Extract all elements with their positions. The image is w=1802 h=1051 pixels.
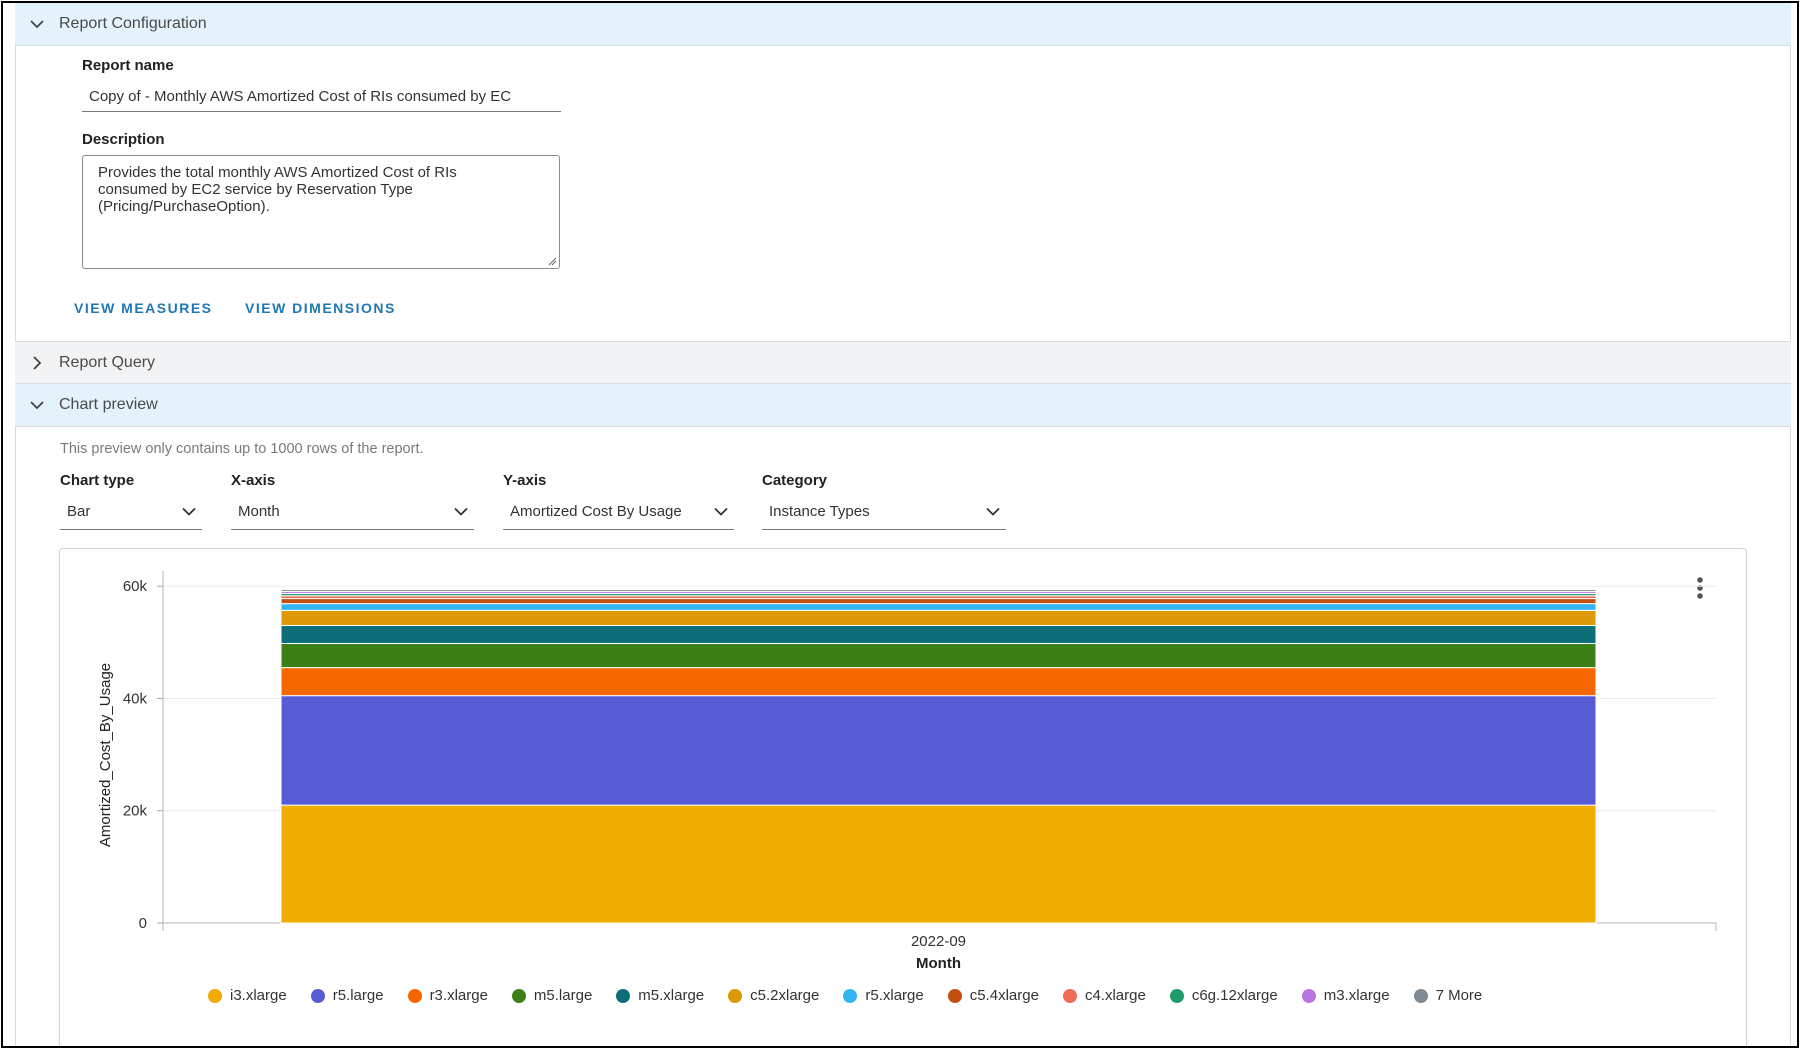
legend-label: m3.xlarge [1323, 987, 1390, 1004]
chevron-down-icon [182, 507, 196, 516]
y-axis-label: Y-axis [503, 472, 547, 489]
chevron-down-icon [15, 400, 59, 410]
legend-label: c4.xlarge [1084, 987, 1146, 1004]
legend-swatch [843, 988, 858, 1003]
preview-note: This preview only contains up to 1000 ro… [60, 441, 424, 457]
legend-swatch [1301, 988, 1316, 1003]
section-title: Report Query [59, 353, 156, 371]
chevron-down-icon [454, 507, 468, 516]
description-line: Provides the total monthly AWS Amortized… [98, 164, 457, 181]
legend-item[interactable]: i3.xlarge [208, 987, 287, 1004]
chevron-right-icon [15, 355, 59, 370]
legend-label: c5.2xlarge [750, 987, 820, 1004]
legend-item[interactable]: c6g.12xlarge [1169, 987, 1278, 1004]
legend-item[interactable]: c4.xlarge [1062, 987, 1146, 1004]
chart-preview-panel [15, 427, 1791, 1046]
legend-label: c5.4xlarge [969, 987, 1039, 1004]
legend-item[interactable]: r3.xlarge [407, 987, 488, 1004]
section-title: Chart preview [59, 396, 158, 413]
legend-swatch [1062, 988, 1077, 1003]
x-axis-value: Month [238, 503, 280, 520]
view-dimensions-button[interactable]: VIEW DIMENSIONS [245, 300, 396, 316]
description-line: (Pricing/PurchaseOption). [98, 198, 270, 215]
chart-card [59, 548, 1747, 1046]
chevron-down-icon [986, 507, 1000, 516]
legend-swatch [407, 988, 422, 1003]
legend-swatch [310, 988, 325, 1003]
legend-label: c6g.12xlarge [1191, 987, 1278, 1004]
section-report-query-header[interactable]: Report Query [15, 341, 1791, 384]
legend-label: r5.large [332, 987, 384, 1004]
section-chart-preview-header[interactable]: Chart preview [15, 384, 1791, 427]
legend-swatch [616, 988, 631, 1003]
legend-label: m5.xlarge [638, 987, 705, 1004]
category-select[interactable]: Instance Types [762, 494, 1006, 530]
y-axis-value: Amortized Cost By Usage [510, 503, 682, 520]
chevron-down-icon [15, 19, 59, 29]
x-axis-label: X-axis [231, 472, 276, 489]
chart-legend: i3.xlarge r5.large r3.xlarge m5.large m5.xla… [208, 987, 1506, 1004]
chart-type-select[interactable]: Bar [60, 494, 202, 530]
legend-swatch [1169, 988, 1184, 1003]
section-report-configuration-header[interactable]: Report Configuration [15, 3, 1791, 46]
resize-handle-icon[interactable] [548, 257, 557, 266]
legend-label: 7 More [1435, 987, 1483, 1004]
legend-swatch [728, 988, 743, 1003]
report-name-label: Report name [82, 57, 174, 74]
chevron-down-icon [714, 507, 728, 516]
legend-item[interactable]: m5.xlarge [616, 987, 704, 1004]
report-name-input[interactable]: Copy of - Monthly AWS Amortized Cost of … [82, 82, 561, 112]
legend-item[interactable]: m5.large [511, 987, 593, 1004]
x-axis-select[interactable]: Month [231, 494, 474, 530]
y-axis-select[interactable]: Amortized Cost By Usage [503, 494, 734, 530]
legend-swatch [511, 988, 526, 1003]
more-options-icon[interactable] [1691, 575, 1709, 603]
view-measures-button[interactable]: VIEW MEASURES [74, 300, 213, 316]
legend-label: m5.large [533, 987, 593, 1004]
category-value: Instance Types [769, 503, 870, 520]
legend-swatch [1413, 988, 1428, 1003]
legend-item[interactable]: 7 More [1413, 987, 1483, 1004]
description-label: Description [82, 131, 165, 148]
chart-type-label: Chart type [60, 472, 135, 489]
category-label: Category [762, 472, 828, 489]
legend-item[interactable]: c5.4xlarge [947, 987, 1039, 1004]
legend-label: r5.xlarge [865, 987, 924, 1004]
legend-item[interactable]: c5.2xlarge [728, 987, 819, 1004]
section-title: Report Configuration [59, 15, 207, 32]
legend-swatch [947, 988, 962, 1003]
legend-item[interactable]: r5.large [310, 987, 384, 1004]
description-textarea[interactable]: Provides the total monthly AWS Amortized… [82, 155, 560, 269]
chart-type-value: Bar [67, 503, 91, 520]
legend-swatch [208, 988, 222, 1003]
legend-label: r3.xlarge [429, 987, 488, 1004]
legend-item[interactable]: r5.xlarge [843, 987, 924, 1004]
legend-item[interactable]: m3.xlarge [1301, 987, 1390, 1004]
legend-label: i3.xlarge [230, 987, 287, 1004]
description-line: consumed by EC2 service by Reservation T… [98, 181, 413, 198]
report-configuration-panel [15, 46, 1791, 341]
